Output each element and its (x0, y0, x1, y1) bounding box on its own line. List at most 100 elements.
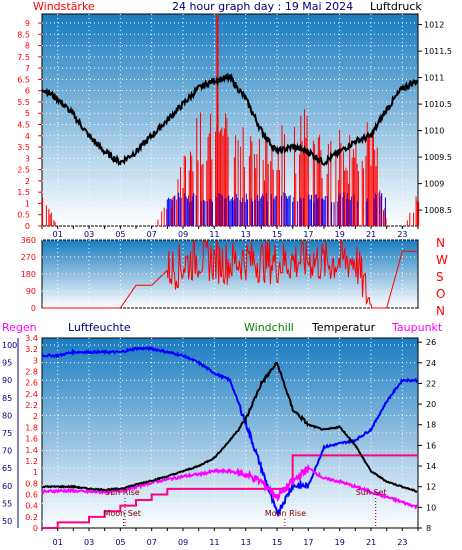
humidity-line (41, 345, 419, 518)
temperature-tick-label: 26 (426, 338, 436, 347)
direction-tick-label: 0 (31, 304, 36, 313)
rain-tick-label: 2.8 (25, 368, 38, 377)
wind-tick-label: 6.5 (17, 75, 30, 84)
rain-tick-label: 1.4 (25, 446, 38, 455)
x-tick-label-top: 21 (366, 230, 376, 239)
event-label: Sun Set (356, 488, 387, 497)
wind-tick-label: 4 (25, 132, 30, 141)
panel-wind-pressure (41, 13, 419, 227)
humidity-tick-label: 80 (2, 411, 12, 420)
header-right-label: Luftdruck (370, 0, 422, 13)
humidity-tick-label: 65 (2, 464, 12, 473)
rain-tick-label: 0.2 (25, 513, 38, 522)
x-tick-label-top: 05 (115, 230, 125, 239)
rain-tick-label: 1.2 (25, 457, 38, 466)
temperature-tick-label: 14 (426, 462, 436, 471)
temperature-line (41, 362, 418, 493)
event-label: Moon Set (103, 509, 140, 518)
direction-letter: W (436, 253, 448, 267)
wind-direction-line (42, 239, 418, 309)
humidity-tick-label: 85 (2, 394, 12, 403)
pressure-tick-label: 1010 (424, 127, 444, 136)
rain-tick-label: 1.8 (25, 423, 38, 432)
rain-tick-label: 2.6 (25, 379, 38, 388)
humidity-tick-label: 90 (2, 376, 12, 385)
rain-tick-label: 2.2 (25, 401, 38, 410)
legend-humidity: Luftfeuchte (68, 321, 131, 334)
direction-letter: O (436, 287, 445, 301)
header-left-label: Windstärke (33, 0, 95, 13)
wind-tick-label: 3.5 (17, 143, 30, 152)
x-tick-label-bottom: 11 (209, 538, 219, 547)
temperature-tick-label: 20 (426, 400, 436, 409)
x-tick-label-bottom: 17 (303, 538, 313, 547)
x-tick-label-top: 19 (335, 230, 345, 239)
temperature-tick-label: 10 (426, 503, 436, 512)
rain-tick-label: 3 (33, 356, 38, 365)
rain-tick-label: 1.6 (25, 435, 38, 444)
rain-tick-label: 2 (33, 412, 38, 421)
temperature-tick-label: 12 (426, 483, 436, 492)
rain-tick-label: 3.4 (25, 334, 38, 343)
pressure-tick-label: 1009 (424, 180, 444, 189)
x-tick-label-bottom: 05 (115, 538, 125, 547)
x-tick-label-bottom: 21 (366, 538, 376, 547)
humidity-tick-label: 100 (2, 341, 17, 350)
humidity-tick-label: 50 (2, 517, 12, 526)
x-tick-label-bottom: 03 (84, 538, 94, 547)
wind-tick-label: 8.5 (17, 30, 30, 39)
x-tick-label-bottom: 07 (147, 538, 157, 547)
wind-tick-label: 6 (25, 87, 30, 96)
humidity-tick-label: 70 (2, 447, 12, 456)
wind-tick-label: 2.5 (17, 166, 30, 175)
wind-tick-label: 0 (25, 222, 30, 231)
legend-dewpoint: Taupunkt (391, 321, 443, 334)
series-lines (41, 72, 419, 529)
rain-tick-label: 0.8 (25, 479, 38, 488)
rain-tick-label: 2.4 (25, 390, 38, 399)
event-label: Sun Rise (105, 488, 140, 497)
direction-tick-label: 270 (21, 253, 36, 262)
x-tick-label-top: 13 (241, 230, 251, 239)
wind-tick-label: 5.5 (17, 98, 30, 107)
rain-tick-label: 0.4 (25, 502, 38, 511)
x-tick-label-top: 23 (397, 230, 407, 239)
pressure-tick-label: 1010.5 (424, 100, 452, 109)
legend-rain: Regen (2, 321, 37, 334)
direction-letter: N (436, 304, 445, 318)
x-tick-label-top: 07 (147, 230, 157, 239)
humidity-tick-label: 95 (2, 359, 12, 368)
direction-letter: N (436, 236, 445, 250)
wind-tick-label: 8 (25, 42, 30, 51)
wind-tick-label: 2 (25, 177, 30, 186)
axes: 0101030305050707090911111313151517171919… (2, 19, 452, 547)
pressure-tick-label: 1012 (424, 21, 444, 30)
rain-line (42, 454, 418, 529)
x-tick-label-bottom: 09 (178, 538, 188, 547)
x-tick-label-bottom: 15 (272, 538, 282, 547)
rain-tick-label: 1 (33, 468, 38, 477)
x-tick-label-top: 17 (303, 230, 313, 239)
temperature-tick-label: 8 (426, 524, 431, 533)
wind-tick-label: 9 (25, 19, 30, 28)
temperature-tick-label: 18 (426, 421, 436, 430)
wind-bars (42, 14, 420, 226)
pressure-tick-label: 1009.5 (424, 153, 452, 162)
wind-tick-label: 5 (25, 109, 30, 118)
x-tick-label-bottom: 01 (53, 538, 63, 547)
rain-tick-label: 0 (33, 524, 38, 533)
humidity-tick-label: 60 (2, 482, 12, 491)
legend-temperature: Temperatur (311, 321, 376, 334)
x-tick-label-bottom: 19 (335, 538, 345, 547)
x-tick-label-top: 03 (84, 230, 94, 239)
wind-tick-label: 1.5 (17, 188, 30, 197)
temperature-tick-label: 24 (426, 359, 436, 368)
wind-tick-label: 7 (25, 64, 30, 73)
wind-tick-label: 0.5 (17, 211, 30, 220)
wind-tick-label: 4.5 (17, 121, 30, 130)
direction-tick-label: 180 (21, 270, 36, 279)
pressure-tick-label: 1011.5 (424, 47, 452, 56)
x-tick-label-bottom: 13 (241, 538, 251, 547)
